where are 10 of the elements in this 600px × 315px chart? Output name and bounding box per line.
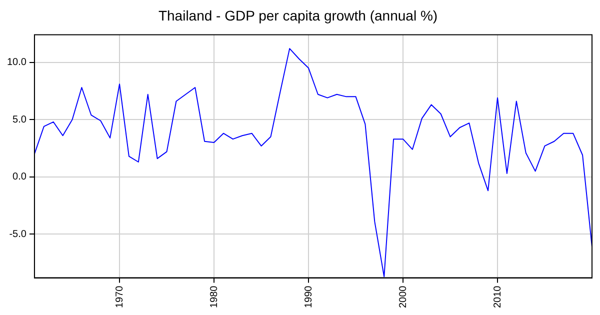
- y-tick-label: 0.0: [12, 172, 27, 183]
- chart-title: Thailand - GDP per capita growth (annual %): [158, 7, 438, 24]
- x-tick-label: 1970: [114, 285, 126, 308]
- y-tick-label: -5.0: [9, 228, 27, 240]
- x-tick-label: 1980: [208, 285, 220, 308]
- x-tick-label: 2010: [492, 285, 504, 308]
- x-tick-label: 1990: [303, 285, 314, 308]
- y-tick-label: 10.0: [6, 57, 27, 68]
- x-tick-label: 2000: [398, 285, 409, 308]
- y-tick-label: 5.0: [12, 114, 27, 126]
